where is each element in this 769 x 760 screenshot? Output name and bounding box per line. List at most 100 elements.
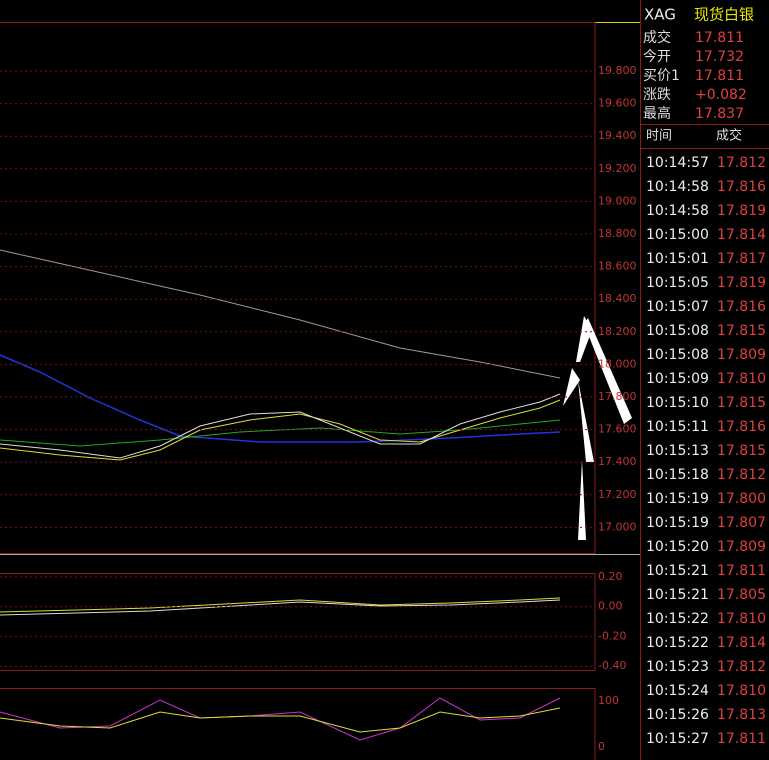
trade-time: 10:15:19 — [646, 491, 709, 507]
quote-label: 最高 — [643, 105, 671, 122]
trade-time: 10:15:08 — [646, 323, 709, 339]
trade-time: 10:15:05 — [646, 275, 709, 291]
ma-line-gray — [0, 249, 561, 379]
main-chart-frame — [0, 22, 596, 554]
trade-price: 17.814 — [717, 227, 766, 243]
trade-price: 17.807 — [717, 515, 766, 531]
arrow — [578, 380, 594, 462]
trade-price: 17.814 — [717, 635, 766, 651]
trade-price: 17.815 — [717, 443, 766, 459]
trade-time: 10:15:13 — [646, 443, 709, 459]
trade-time: 10:15:08 — [646, 347, 709, 363]
annotation-arrows — [563, 316, 632, 540]
trade-price: 17.816 — [717, 179, 766, 195]
trade-time: 10:15:22 — [646, 611, 709, 627]
quote-label: 成交 — [643, 29, 671, 46]
trade-price: 17.800 — [717, 491, 766, 507]
quote-label: 今开 — [643, 49, 671, 65]
arrow — [563, 368, 580, 406]
trade-price: 17.809 — [717, 539, 766, 555]
trade-time: 10:14:58 — [646, 179, 709, 195]
trade-price: 17.809 — [717, 347, 766, 363]
trade-time: 10:15:23 — [646, 659, 709, 675]
price-axis-label: 17.000 — [598, 520, 637, 533]
ma-line-white — [0, 393, 561, 459]
quote-value: 17.837 — [695, 106, 744, 122]
instrument-name: 现货白银 — [694, 6, 754, 24]
price-axis-label: 18.000 — [598, 357, 637, 370]
quote-label: 涨跌 — [643, 87, 671, 103]
trade-time: 10:15:22 — [646, 635, 709, 651]
quote-value: 17.811 — [695, 30, 744, 46]
trade-price: 17.817 — [717, 251, 766, 267]
ma-line-yellow — [0, 399, 561, 461]
price-axis-label: 19.200 — [598, 162, 637, 175]
price-axis-label: 17.400 — [598, 455, 637, 468]
trade-time: 10:15:01 — [646, 251, 709, 267]
price-axis-label: 19.800 — [598, 64, 637, 77]
trade-price: 17.816 — [717, 299, 766, 315]
ma-line-green — [0, 419, 561, 447]
price-axis-label: 17.800 — [598, 390, 637, 403]
quote-value: 17.732 — [695, 49, 744, 65]
macd-axis-label: -0.40 — [598, 659, 626, 672]
kdj-frame — [0, 688, 596, 760]
trade-time: 10:15:07 — [646, 299, 709, 315]
macd-signal — [0, 599, 561, 616]
kdj-axis-label: 100 — [598, 694, 619, 707]
price-axis-label: 17.200 — [598, 488, 637, 501]
price-axis-label: 19.400 — [598, 129, 637, 142]
price-axis-label: 17.600 — [598, 423, 637, 436]
trade-time: 10:15:10 — [646, 395, 709, 411]
trades-header: 时间 — [646, 129, 672, 144]
trade-time: 10:15:09 — [646, 371, 709, 387]
trade-price: 17.810 — [717, 683, 766, 699]
trade-time: 10:15:11 — [646, 419, 709, 435]
quote-value: 17.811 — [695, 68, 744, 84]
trade-price: 17.811 — [717, 563, 766, 579]
trade-time: 10:15:26 — [646, 707, 709, 723]
trade-price: 17.815 — [717, 395, 766, 411]
trade-time: 10:15:24 — [646, 683, 709, 699]
symbol: XAG — [644, 6, 676, 24]
price-axis-label: 18.400 — [598, 292, 637, 305]
trade-price: 17.819 — [717, 275, 766, 291]
price-axis-label: 19.600 — [598, 97, 637, 110]
macd-line — [0, 597, 561, 613]
trade-price: 17.815 — [717, 323, 766, 339]
ma-line-blue — [0, 354, 561, 443]
macd-axis-label: 0.00 — [598, 600, 623, 613]
trade-price: 17.813 — [717, 707, 766, 723]
trade-price: 17.812 — [717, 467, 766, 483]
arrow — [584, 318, 632, 424]
macd-frame — [0, 573, 596, 671]
price-axis-label: 18.600 — [598, 260, 637, 273]
trade-price: 17.812 — [717, 659, 766, 675]
macd-axis-label: -0.20 — [598, 629, 626, 642]
quote-label: 买价1 — [643, 68, 680, 84]
arrow — [578, 460, 586, 540]
trade-time: 10:15:20 — [646, 539, 709, 555]
trade-time: 10:15:18 — [646, 467, 709, 483]
kdj-j — [0, 697, 561, 741]
trade-price: 17.819 — [717, 203, 766, 219]
macd-axis-label: 0.20 — [598, 570, 623, 583]
trade-time: 10:15:00 — [646, 227, 709, 243]
price-axis-label: 19.000 — [598, 194, 637, 207]
trade-price: 17.810 — [717, 611, 766, 627]
trade-price: 17.810 — [717, 371, 766, 387]
trade-time: 10:14:58 — [646, 203, 709, 219]
trade-time: 10:15:21 — [646, 563, 709, 579]
kdj-axis-label: 0 — [598, 740, 605, 753]
trade-price: 17.811 — [717, 731, 766, 747]
trade-price: 17.805 — [717, 587, 766, 603]
quote-value: +0.082 — [695, 87, 747, 103]
kdj-d — [0, 707, 561, 733]
trade-time: 10:14:57 — [646, 155, 709, 171]
price-axis-label: 18.200 — [598, 325, 637, 338]
price-axis-label: 18.800 — [598, 227, 637, 240]
trade-time: 10:15:21 — [646, 587, 709, 603]
trade-time: 10:15:27 — [646, 731, 709, 747]
